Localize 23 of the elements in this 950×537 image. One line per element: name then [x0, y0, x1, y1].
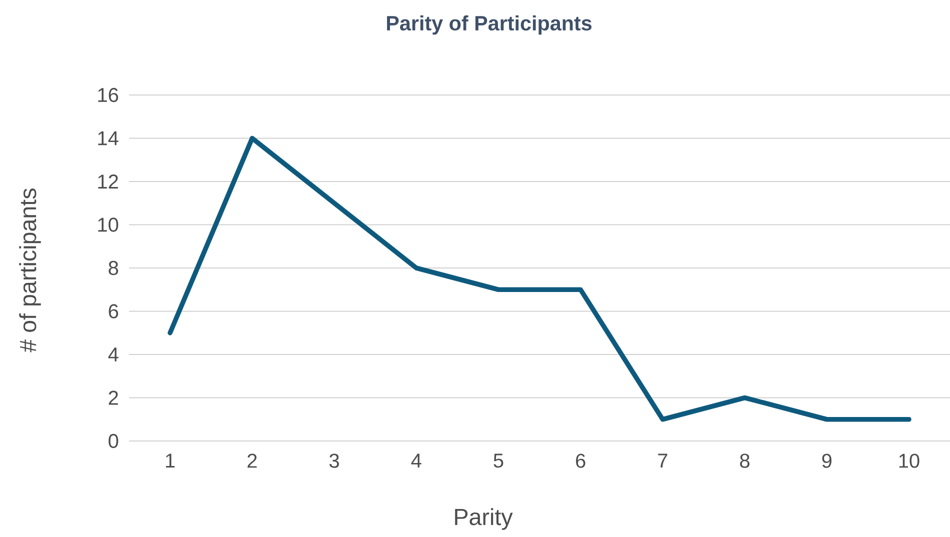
y-tick-label: 14 — [98, 131, 118, 146]
y-tick-label: 4 — [108, 348, 118, 362]
y-tick-label: 16 — [98, 88, 118, 102]
x-axis-title: Parity — [455, 508, 513, 530]
y-tick-label: 8 — [108, 260, 118, 276]
y-tick-label: 12 — [98, 174, 118, 188]
line-series — [168, 136, 912, 422]
x-tick-label: 4 — [411, 454, 422, 468]
x-tick-label: 10 — [899, 454, 920, 468]
y-axis-title: # of participants — [19, 188, 41, 352]
x-tick-label: 3 — [329, 454, 339, 468]
x-tick-label: 8 — [740, 454, 750, 468]
y-tick-label: 0 — [108, 434, 118, 448]
y-tick-label: 10 — [98, 218, 118, 232]
y-tick-label: 6 — [108, 304, 118, 318]
x-tick-label: 6 — [576, 454, 586, 468]
x-tick-label: 7 — [658, 454, 668, 468]
y-tick-label: 2 — [108, 390, 118, 405]
chart-title: Parity of Participants — [387, 15, 592, 35]
x-tick-label: 9 — [822, 454, 832, 468]
x-tick-label: 5 — [494, 454, 504, 468]
x-tick-label: 2 — [248, 454, 257, 468]
x-tick-label: 1 — [166, 454, 175, 468]
